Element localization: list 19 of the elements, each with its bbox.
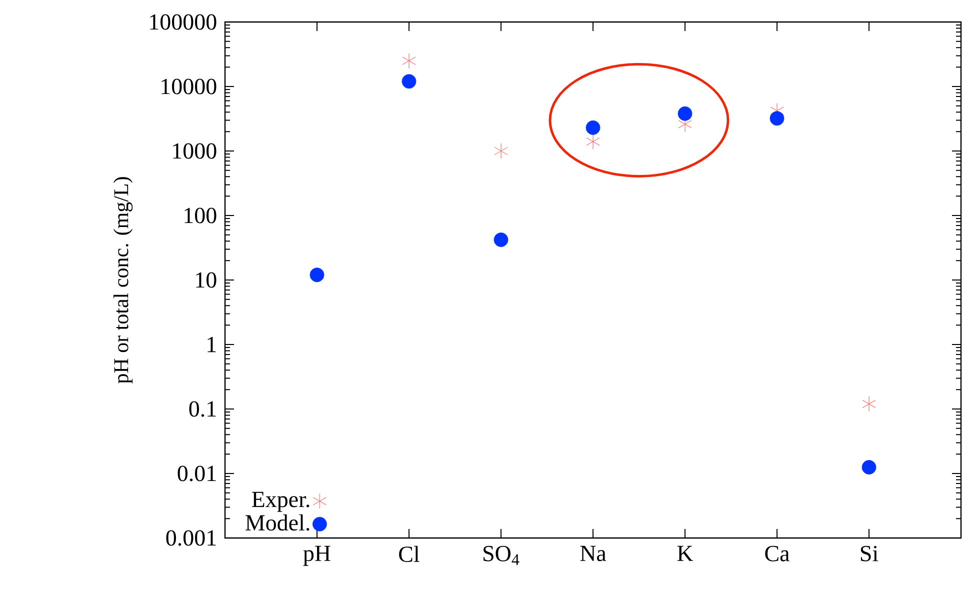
x-tick-label: pH bbox=[303, 546, 330, 566]
x-tick-label: Na bbox=[580, 546, 606, 562]
y-tick-label: 100 bbox=[184, 208, 216, 224]
legend-label: Model. bbox=[246, 514, 310, 531]
legend-label: Exper. bbox=[252, 492, 310, 512]
y-tick-label: 100000 bbox=[150, 14, 216, 30]
x-tick-label: Si bbox=[860, 546, 878, 562]
y-axis-title: pH or total conc. (mg/L) bbox=[113, 177, 133, 384]
y-tick-label: 0.1 bbox=[189, 401, 216, 417]
y-tick-label: 10000 bbox=[162, 78, 216, 94]
x-tick-label: SO$_{4}$ bbox=[484, 546, 520, 565]
x-tick-label: Cl bbox=[399, 546, 420, 562]
x-tick-label: K bbox=[677, 546, 694, 561]
y-tick-label: 10 bbox=[196, 272, 216, 288]
y-tick-label: 1 bbox=[208, 336, 216, 352]
x-tick-label: Ca bbox=[765, 546, 790, 562]
y-tick-label: 0.001 bbox=[166, 530, 216, 546]
y-tick-label: 0.01 bbox=[178, 466, 216, 482]
y-tick-label: 1000 bbox=[173, 143, 216, 159]
